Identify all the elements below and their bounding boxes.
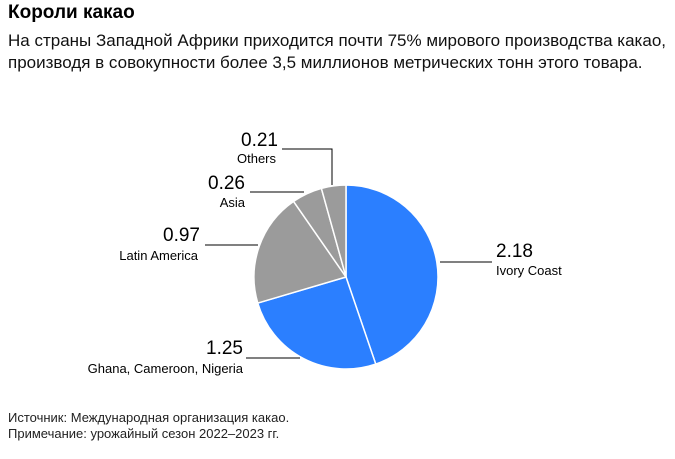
slice-name-label: Ivory Coast	[496, 263, 562, 278]
slice-value-label: 2.18	[496, 241, 533, 262]
chart-subtitle: На страны Западной Африки приходится поч…	[8, 31, 667, 72]
slice-value-label: 0.97	[163, 225, 200, 246]
slice-value-label: 1.25	[206, 338, 243, 359]
leader-lines	[205, 148, 492, 359]
slice-name-label: Others	[237, 151, 277, 166]
pie-slice-ghana-cameroon-nigeria	[256, 276, 377, 370]
pie-slice-ivory-coast	[345, 184, 439, 366]
slice-name-label: Asia	[220, 195, 246, 210]
pie-slice-latin-america	[253, 200, 348, 304]
pie-slices	[253, 184, 439, 370]
chart-title: Короли какао	[8, 2, 135, 23]
chart-footer: Источник: Международная организация кака…	[8, 410, 289, 442]
slice-value-label: 0.21	[241, 130, 278, 151]
slice-name-label: Latin America	[119, 248, 199, 263]
slice-name-label: Ghana, Cameroon, Nigeria	[88, 361, 244, 376]
leader-line	[282, 148, 333, 185]
season-note: Примечание: урожайный сезон 2022–2023 гг…	[8, 426, 280, 441]
source-note: Источник: Международная организация кака…	[8, 410, 290, 425]
slice-value-label: 0.26	[208, 173, 245, 194]
pie-slice-others	[320, 184, 347, 278]
